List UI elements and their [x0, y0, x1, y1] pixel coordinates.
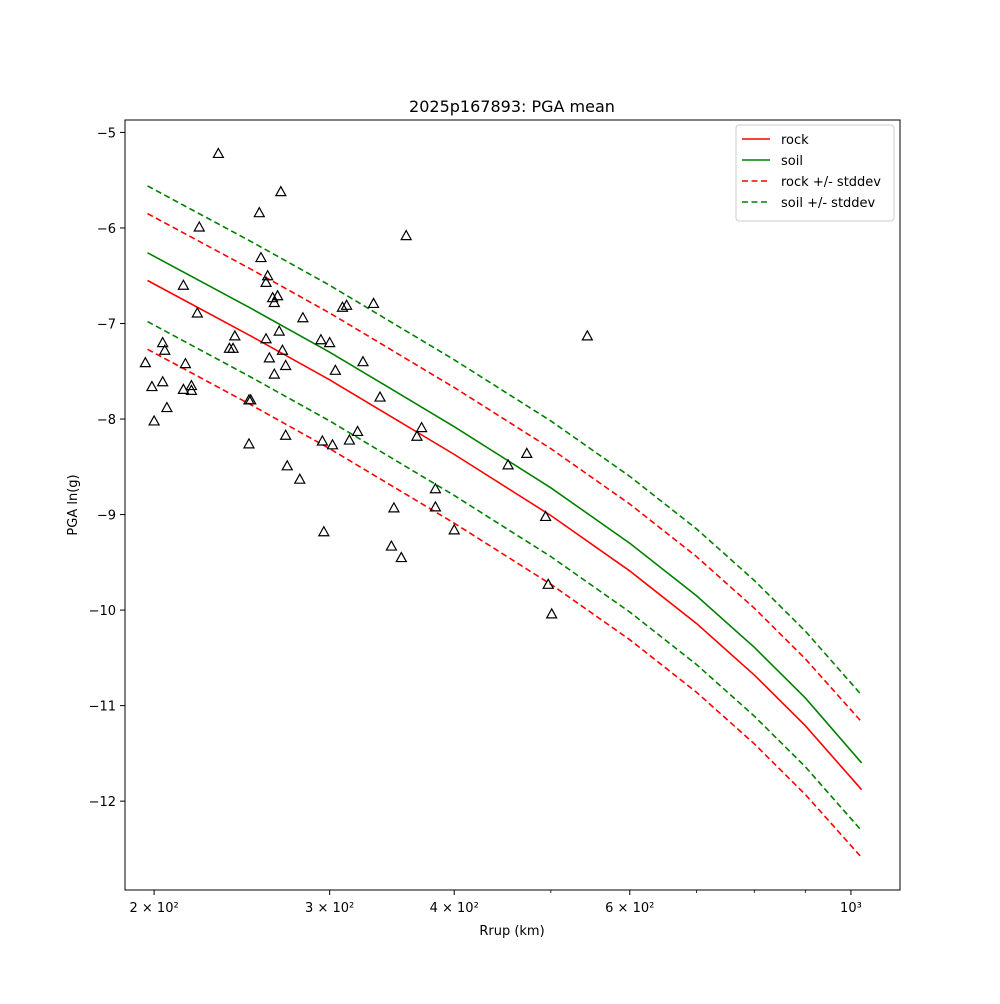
data-point: [502, 458, 515, 470]
data-point: [177, 279, 190, 290]
data-point: [373, 390, 387, 402]
y-tick-label: −5: [97, 126, 116, 141]
data-point: [395, 551, 408, 563]
data-point: [356, 355, 369, 367]
data-point: [296, 311, 309, 323]
data-point: [160, 401, 173, 413]
data-point: [193, 220, 206, 232]
data-point: [254, 251, 267, 263]
data-point: [385, 539, 398, 551]
data-point: [227, 342, 240, 353]
legend-label-rock-stddev: rock +/- stddev: [781, 175, 881, 190]
data-point: [279, 359, 292, 371]
data-point: [336, 301, 349, 312]
data-point: [148, 414, 161, 426]
legend: rock soil rock +/- stddev soil +/- stddev: [735, 124, 895, 222]
y-tick-label: −8: [97, 413, 116, 428]
data-point: [415, 421, 428, 433]
x-tick-label: 10³: [840, 901, 862, 916]
y-tick-label: −6: [97, 222, 116, 237]
data-point: [177, 383, 190, 394]
data-point: [185, 384, 198, 395]
data-point: [242, 393, 255, 405]
data-point: [191, 306, 204, 318]
data-point: [139, 356, 152, 368]
data-point: [351, 425, 364, 437]
x-axis-label: Rrup (km): [479, 924, 544, 939]
data-point: [400, 229, 413, 241]
data-point: [145, 380, 158, 392]
data-point: [244, 393, 257, 405]
data-point: [268, 296, 281, 308]
data-point: [271, 289, 284, 301]
data-point: [343, 433, 356, 445]
chart-title: 2025p167893: PGA mean: [409, 97, 615, 116]
data-point: [158, 344, 171, 355]
data-point: [340, 299, 353, 310]
x-tick-label: 6 × 10²: [605, 901, 654, 916]
y-tick-label: −9: [97, 509, 116, 524]
x-tick-label: 2 × 10²: [130, 901, 179, 916]
data-point: [448, 523, 461, 535]
data-point: [367, 297, 380, 309]
data-point: [260, 332, 273, 344]
data-point: [266, 291, 279, 303]
data-point: [156, 336, 169, 348]
y-tick-label: −11: [89, 700, 116, 715]
plot-frame: [124, 119, 901, 891]
x-tick-label: 3 × 10²: [305, 901, 354, 916]
data-point: [326, 438, 339, 450]
data-point: [276, 344, 289, 355]
x-tick-label: 4 × 10²: [430, 901, 479, 916]
data-point: [156, 375, 169, 387]
y-tick-label: −10: [89, 604, 116, 619]
data-point: [263, 351, 276, 363]
data-point: [581, 329, 594, 341]
data-point: [387, 501, 400, 513]
series-line-band-5: [147, 320, 863, 832]
data-point: [273, 324, 286, 336]
data-point: [274, 185, 287, 197]
data-point: [228, 329, 241, 341]
data-point: [542, 578, 555, 589]
data-point: [293, 472, 306, 484]
data-point: [323, 336, 336, 348]
legend-label-soil-stddev: soil +/- stddev: [781, 196, 876, 211]
data-point: [410, 429, 423, 441]
legend-label-rock: rock: [781, 133, 809, 148]
y-axis-label: PGA ln(g): [66, 474, 81, 535]
data-point: [179, 357, 192, 369]
legend-label-soil: soil: [781, 154, 803, 169]
series-line-rock-0: [147, 279, 863, 791]
data-point: [429, 482, 442, 494]
data-point: [253, 206, 266, 218]
data-point: [268, 367, 281, 379]
data-point: [329, 364, 342, 375]
data-point: [520, 447, 533, 459]
data-point: [429, 500, 442, 512]
legend-frame: [735, 124, 895, 222]
series-line-band-3: [147, 348, 863, 859]
data-point: [539, 510, 552, 522]
series-line-soil-1: [147, 252, 863, 764]
data-point: [261, 269, 274, 281]
data-point: [281, 459, 294, 471]
data-point: [212, 147, 225, 159]
y-tick-label: −12: [89, 795, 116, 810]
data-point: [242, 437, 255, 449]
data-point: [545, 607, 558, 619]
series-line-soil-stddev-4: [147, 185, 863, 696]
data-point: [279, 429, 292, 440]
data-point: [317, 525, 330, 537]
series-line-rock-stddev-2: [147, 212, 863, 723]
data-point: [316, 434, 329, 446]
y-tick-label: −7: [97, 317, 116, 332]
data-point: [314, 333, 327, 345]
data-point: [260, 276, 273, 288]
data-point: [185, 379, 198, 391]
